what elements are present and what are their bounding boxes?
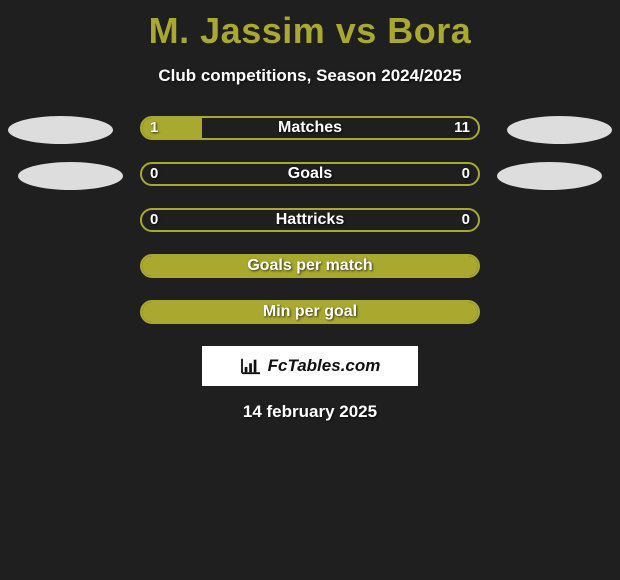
stat-label: Min per goal bbox=[142, 302, 478, 324]
stat-row: 111Matches bbox=[0, 116, 620, 146]
stat-bar: 111Matches bbox=[140, 116, 480, 140]
stat-bar: Min per goal bbox=[140, 300, 480, 324]
stat-row: 00Hattricks bbox=[0, 208, 620, 238]
stat-label: Goals bbox=[142, 164, 478, 186]
watermark-text: FcTables.com bbox=[268, 356, 381, 376]
stat-row: 00Goals bbox=[0, 162, 620, 192]
stat-bar: Goals per match bbox=[140, 254, 480, 278]
stat-row: Goals per match bbox=[0, 254, 620, 284]
stat-bar: 00Hattricks bbox=[140, 208, 480, 232]
stat-label: Hattricks bbox=[142, 210, 478, 232]
stat-bar: 00Goals bbox=[140, 162, 480, 186]
stat-row: Min per goal bbox=[0, 300, 620, 330]
comparison-card: M. Jassim vs Bora Club competitions, Sea… bbox=[0, 0, 620, 580]
stat-label: Goals per match bbox=[142, 256, 478, 278]
player-right-badge bbox=[507, 116, 612, 144]
bar-chart-icon bbox=[240, 357, 262, 375]
player-left-badge bbox=[8, 116, 113, 144]
subtitle: Club competitions, Season 2024/2025 bbox=[0, 66, 620, 86]
date: 14 february 2025 bbox=[0, 402, 620, 422]
player-right-badge bbox=[497, 162, 602, 190]
player-left-badge bbox=[18, 162, 123, 190]
watermark[interactable]: FcTables.com bbox=[202, 346, 418, 386]
page-title: M. Jassim vs Bora bbox=[0, 0, 620, 52]
stat-rows: 111Matches 00Goals 00Hattricks Goals per ma… bbox=[0, 116, 620, 330]
stat-label: Matches bbox=[142, 118, 478, 140]
